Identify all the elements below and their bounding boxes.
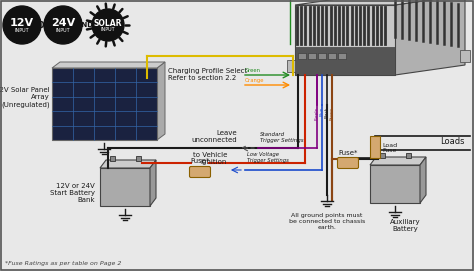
- Bar: [318, 53, 326, 59]
- Text: OR: OR: [38, 21, 50, 30]
- Text: Brown: Brown: [330, 107, 334, 120]
- Text: Loads: Loads: [440, 137, 465, 147]
- Text: *Fuse Ratings as per table on Page 2: *Fuse Ratings as per table on Page 2: [5, 261, 121, 266]
- Text: Standard
Trigger Settings: Standard Trigger Settings: [260, 132, 304, 143]
- Text: Charging Profile Select
Refer to section 2.2: Charging Profile Select Refer to section…: [168, 68, 247, 81]
- Text: All ground points must
be connected to chassis
earth.: All ground points must be connected to c…: [289, 213, 365, 230]
- Bar: [295, 5, 395, 75]
- Bar: [136, 156, 141, 161]
- Polygon shape: [150, 160, 156, 206]
- Text: Low Voltage
Trigger Settings: Low Voltage Trigger Settings: [247, 152, 289, 163]
- Circle shape: [44, 6, 82, 44]
- Text: Auxiliary
Battery: Auxiliary Battery: [390, 219, 420, 232]
- Bar: [338, 53, 346, 59]
- Bar: [110, 156, 115, 161]
- Bar: [328, 53, 336, 59]
- Bar: [370, 136, 380, 158]
- Text: Fuse*: Fuse*: [338, 150, 358, 156]
- FancyBboxPatch shape: [337, 157, 358, 169]
- Bar: [295, 47, 395, 75]
- Bar: [380, 153, 385, 158]
- Bar: [406, 153, 411, 158]
- Circle shape: [3, 6, 41, 44]
- Polygon shape: [295, 0, 465, 5]
- Bar: [287, 60, 297, 72]
- Polygon shape: [100, 160, 156, 168]
- Bar: [298, 53, 306, 59]
- Bar: [52, 68, 157, 140]
- Text: to Vehicle
Ignition: to Vehicle Ignition: [192, 152, 227, 165]
- Circle shape: [92, 9, 124, 41]
- Text: Green: Green: [245, 68, 261, 73]
- Text: Blue: Blue: [320, 107, 324, 116]
- Text: SOLAR: SOLAR: [94, 18, 122, 27]
- Text: Leave
unconnected: Leave unconnected: [191, 130, 237, 143]
- Text: 12V: 12V: [10, 18, 34, 28]
- Polygon shape: [100, 168, 150, 206]
- Text: 12V Solar Panel
Array
(Unregulated): 12V Solar Panel Array (Unregulated): [0, 87, 50, 108]
- Polygon shape: [157, 62, 165, 140]
- Bar: [308, 53, 316, 59]
- Text: Purple: Purple: [315, 107, 319, 120]
- Bar: [460, 50, 470, 62]
- Polygon shape: [420, 157, 426, 203]
- Polygon shape: [52, 62, 165, 68]
- Text: Orange: Orange: [245, 78, 264, 83]
- Text: Fuse*: Fuse*: [191, 158, 210, 164]
- Text: AND: AND: [76, 22, 93, 28]
- Polygon shape: [370, 165, 420, 203]
- Text: Black: Black: [325, 107, 329, 118]
- Text: INPUT: INPUT: [15, 28, 29, 33]
- Polygon shape: [370, 157, 426, 165]
- Text: Load
Fuse: Load Fuse: [382, 143, 397, 153]
- Text: 24V: 24V: [51, 18, 75, 28]
- Text: 12V or 24V
Start Battery
Bank: 12V or 24V Start Battery Bank: [50, 183, 95, 203]
- Text: INPUT: INPUT: [100, 27, 115, 32]
- Polygon shape: [395, 0, 465, 75]
- Text: INPUT: INPUT: [55, 28, 70, 33]
- FancyBboxPatch shape: [190, 166, 210, 178]
